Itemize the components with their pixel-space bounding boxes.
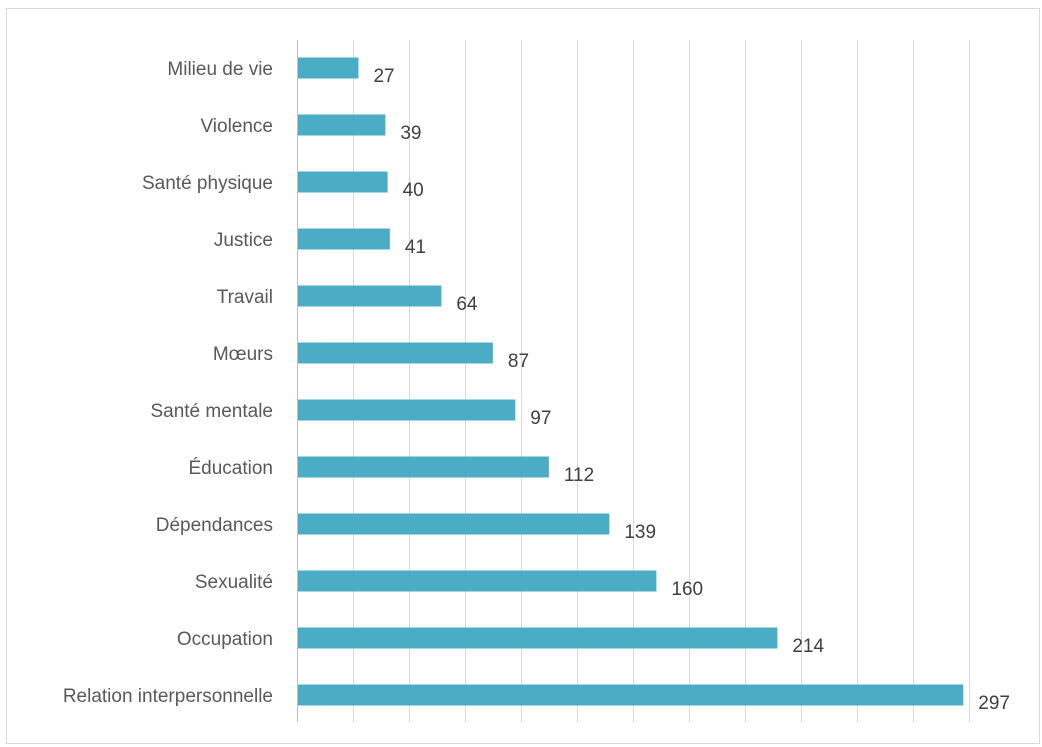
bar-9 — [298, 570, 657, 592]
bars — [298, 57, 964, 706]
category-label-1: Violence — [200, 116, 273, 137]
bar-4 — [298, 285, 442, 307]
bar-8 — [298, 513, 610, 535]
value-label-6: 97 — [530, 408, 551, 429]
value-label-0: 27 — [373, 66, 394, 87]
bar-0 — [298, 57, 359, 79]
bar-1 — [298, 114, 386, 136]
category-label-2: Santé physique — [142, 173, 273, 194]
category-label-11: Relation interpersonnelle — [63, 686, 273, 707]
bar-10 — [298, 627, 778, 649]
category-label-5: Mœurs — [213, 344, 273, 365]
category-label-6: Santé mentale — [150, 401, 273, 422]
category-label-8: Dépendances — [156, 515, 273, 536]
value-label-10: 214 — [792, 636, 824, 657]
category-label-3: Justice — [214, 230, 273, 251]
value-label-7: 112 — [564, 465, 594, 486]
gridlines — [297, 40, 970, 722]
bar-3 — [298, 228, 390, 250]
category-label-0: Milieu de vie — [167, 59, 273, 80]
bar-2 — [298, 171, 388, 193]
value-label-1: 39 — [400, 123, 421, 144]
value-label-2: 40 — [403, 180, 424, 201]
category-label-9: Sexualité — [195, 572, 273, 593]
value-label-8: 139 — [624, 522, 656, 543]
labels: Milieu de vie 27 Violence 39 Santé physique 4… — [63, 59, 1010, 714]
value-label-11: 297 — [978, 693, 1010, 714]
bar-11 — [298, 684, 964, 706]
category-label-4: Travail — [217, 287, 273, 308]
bar-6 — [298, 399, 516, 421]
chart-frame — [6, 8, 1040, 744]
bar-7 — [298, 456, 549, 478]
value-label-5: 87 — [508, 351, 529, 372]
category-label-10: Occupation — [177, 629, 273, 650]
value-label-9: 160 — [671, 579, 703, 600]
bar-5 — [298, 342, 493, 364]
value-label-4: 64 — [456, 294, 478, 315]
value-label-3: 41 — [405, 237, 426, 258]
category-label-7: Éducation — [188, 458, 273, 479]
